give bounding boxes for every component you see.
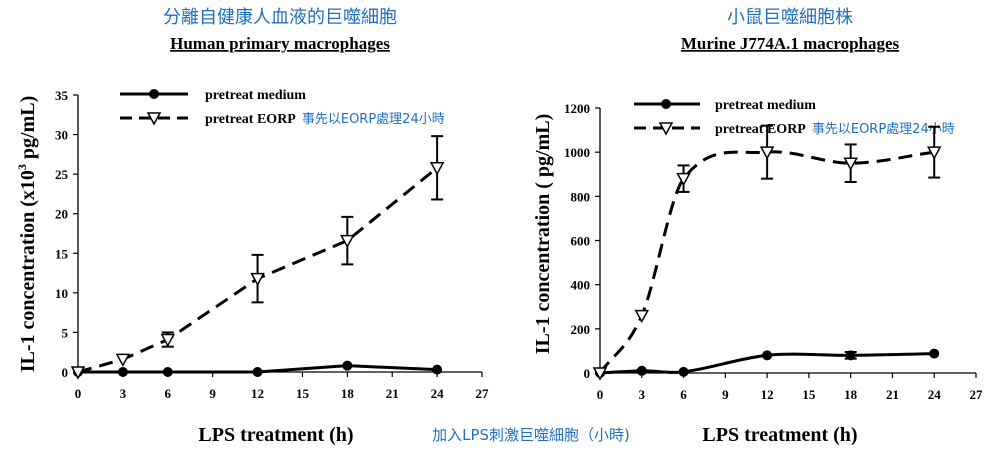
left-x-tick-label: 21 bbox=[386, 386, 399, 401]
right-x-axis-label: LPS treatment (h) bbox=[702, 424, 857, 446]
left-y-tick-label: 20 bbox=[55, 207, 68, 222]
right-point-medium bbox=[845, 350, 856, 361]
left-point-medium bbox=[252, 367, 263, 377]
left-point-medium bbox=[117, 367, 128, 377]
left-point-eorp bbox=[429, 162, 445, 176]
left-chart-title: Human primary macrophages bbox=[170, 34, 390, 53]
left-y-tick-label: 35 bbox=[55, 88, 69, 103]
left-y-tick-label: 10 bbox=[55, 286, 68, 301]
left-y-tick-label: 15 bbox=[55, 246, 69, 261]
right-point-medium bbox=[762, 350, 773, 361]
x-axis-annotation: 加入LPS刺激巨噬細胞（小時) bbox=[432, 426, 630, 444]
left-x-tick-label: 3 bbox=[120, 386, 127, 401]
left-x-tick-label: 24 bbox=[431, 386, 445, 401]
left-y-tick-label: 25 bbox=[55, 167, 69, 182]
left-series-medium-line bbox=[78, 364, 438, 374]
right-legend: pretreat medium pretreat EORP 事先以EORP處理24… bbox=[634, 98, 955, 137]
left-point-eorp bbox=[70, 366, 86, 380]
right-x-tick-label: 3 bbox=[639, 387, 646, 402]
left-x-tick-label: 27 bbox=[476, 386, 490, 401]
right-y-tick-label: 800 bbox=[571, 189, 591, 204]
right-x-tick-label: 15 bbox=[802, 387, 816, 402]
left-point-medium bbox=[342, 360, 353, 371]
right-y-tick-label: 200 bbox=[571, 322, 591, 337]
right-point-eorp bbox=[759, 146, 775, 160]
left-point-eorp bbox=[115, 353, 131, 367]
left-y-tick-label: 30 bbox=[55, 128, 68, 143]
left-series-eorp-line bbox=[77, 166, 439, 374]
right-chart-title: Murine J774A.1 macrophages bbox=[681, 34, 900, 53]
left-x-tick-label: 6 bbox=[165, 386, 172, 401]
left-point-eorp bbox=[340, 234, 355, 249]
right-x-tick-label: 21 bbox=[886, 387, 899, 402]
left-chart-title-cn: 分離自健康人血液的巨噬細胞 bbox=[163, 7, 397, 28]
left-x-axis-label: LPS treatment (h) bbox=[198, 424, 353, 446]
legend-label-medium: pretreat medium bbox=[205, 88, 306, 103]
left-x-tick-label: 15 bbox=[296, 386, 310, 401]
right-series-eorp-line bbox=[598, 150, 935, 374]
right-x-tick-label: 12 bbox=[761, 387, 774, 402]
right-point-eorp bbox=[926, 146, 942, 160]
right-x-tick-label: 24 bbox=[928, 387, 942, 402]
left-point-eorp bbox=[160, 333, 176, 348]
legend-marker-medium bbox=[661, 99, 671, 109]
right-y-tick-label: 400 bbox=[571, 278, 591, 293]
legend-marker-medium bbox=[149, 89, 159, 99]
legend-marker-eorp bbox=[658, 122, 674, 136]
right-plot-area: 0 3 6 9 12 15 18 21 24 27 0 200 400 600 800 1000 1200 bbox=[564, 101, 983, 402]
right-chart-title-cn: 小鼠巨噬細胞株 bbox=[727, 7, 853, 28]
left-y-tick-label: 0 bbox=[62, 365, 69, 380]
left-x-tick-label: 0 bbox=[75, 386, 82, 401]
right-point-medium bbox=[929, 348, 940, 359]
right-point-eorp bbox=[843, 157, 858, 171]
right-x-tick-label: 6 bbox=[680, 387, 687, 402]
right-x-tick-label: 9 bbox=[722, 387, 729, 402]
legend-label-medium: pretreat medium bbox=[715, 98, 816, 113]
right-point-medium bbox=[636, 365, 647, 376]
legend-label-eorp: pretreat EORP 事先以EORP處理24小時 bbox=[715, 122, 955, 137]
left-point-medium bbox=[432, 364, 443, 375]
left-x-tick-label: 12 bbox=[251, 386, 264, 401]
right-y-tick-label: 1200 bbox=[564, 101, 590, 116]
right-x-tick-label: 27 bbox=[970, 387, 984, 402]
left-x-tick-label: 9 bbox=[209, 386, 216, 401]
left-x-tick-label: 18 bbox=[341, 386, 355, 401]
left-y-axis-label: IL-1 concentration (x103 pg/mL) bbox=[15, 96, 39, 373]
legend-marker-eorp bbox=[146, 112, 162, 126]
right-point-eorp bbox=[676, 172, 691, 187]
legend-label-eorp: pretreat EORP 事先以EORP處理24小時 bbox=[205, 112, 445, 127]
left-plot-area: 0 3 6 9 12 15 18 21 24 27 0 5 10 15 20 25 30 35 bbox=[55, 88, 489, 401]
right-y-tick-label: 0 bbox=[584, 366, 591, 381]
right-point-eorp bbox=[592, 367, 608, 381]
right-x-tick-label: 0 bbox=[597, 387, 604, 402]
right-point-eorp bbox=[634, 309, 650, 324]
right-point-medium bbox=[678, 366, 689, 377]
left-y-tick-label: 5 bbox=[62, 325, 69, 340]
left-legend: pretreat medium pretreat EORP 事先以EORP處理24… bbox=[120, 88, 445, 127]
right-y-axis-label: IL-1 concentration ( pg/mL) bbox=[532, 114, 554, 355]
right-y-tick-label: 600 bbox=[571, 234, 591, 249]
right-x-tick-label: 18 bbox=[844, 387, 858, 402]
left-point-eorp bbox=[250, 272, 265, 287]
right-y-tick-label: 1000 bbox=[564, 145, 590, 160]
left-point-medium bbox=[162, 367, 173, 377]
